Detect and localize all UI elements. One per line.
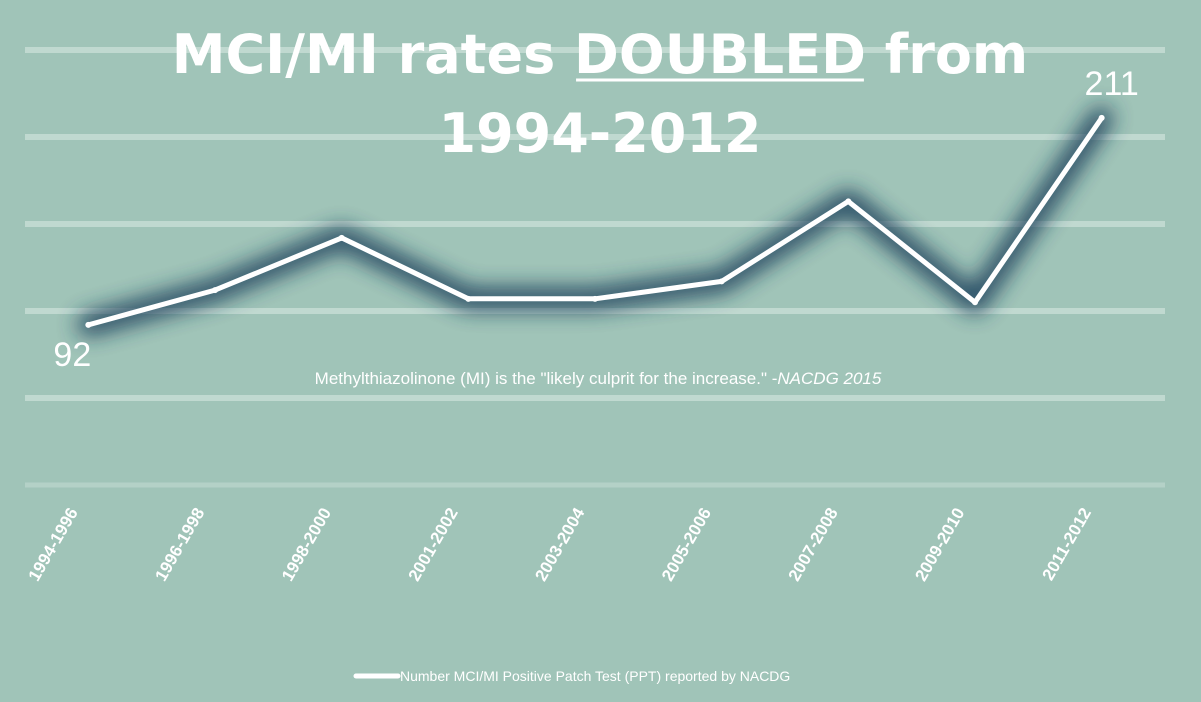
title-part-2: from [866,23,1028,86]
legend: Number MCI/MI Positive Patch Test (PPT) … [353,668,790,684]
x-tick-label: 2001-2002 [405,505,462,585]
data-label: 211 [1085,65,1139,103]
annotation: Methylthiazolinone (MI) is the "likely c… [315,369,882,388]
data-point [592,295,598,302]
annotation-quote: Methylthiazolinone (MI) is the "likely c… [315,369,778,388]
data-point [845,198,852,205]
data-point [338,234,345,241]
data-point [718,278,725,285]
data-point [212,287,218,294]
data-label: 92 [53,336,91,374]
x-tick-label: 1994-1996 [25,505,82,585]
title-emphasis: DOUBLED [574,23,866,86]
x-tick-label: 2005-2006 [658,505,715,585]
x-tick-label: 2007-2008 [785,505,842,585]
data-point [972,299,978,306]
x-tick-label: 1996-1998 [151,505,208,585]
data-point [1098,114,1105,121]
annotation-source: NACDG 2015 [777,369,881,388]
x-axis-tick-labels: 1994-1996 1996-1998 1998-2000 2001-2002 2003… [25,504,1095,584]
x-tick-label: 2009-2010 [911,505,968,585]
x-tick-label: 2003-2004 [531,504,588,584]
x-tick-label: 2011-2012 [1038,505,1095,584]
chart-title: MCI/MI rates DOUBLED from 1994-2012 [172,23,1028,165]
title-part-1: MCI/MI rates [172,23,574,86]
title-line-2: 1994-2012 [439,102,762,165]
data-labels: 92 211 [53,65,1138,374]
gridlines [25,47,1165,488]
x-tick-label: 1998-2000 [278,505,335,585]
data-point [465,295,472,302]
data-point [85,321,92,328]
legend-label: Number MCI/MI Positive Patch Test (PPT) … [400,668,790,684]
title-line-1: MCI/MI rates DOUBLED from [172,23,1028,86]
